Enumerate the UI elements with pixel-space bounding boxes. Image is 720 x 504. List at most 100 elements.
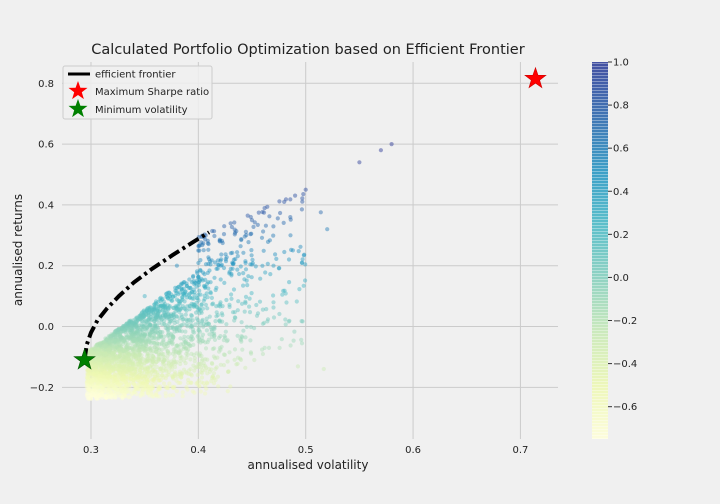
portfolio-point xyxy=(101,374,106,379)
portfolio-point xyxy=(118,358,124,364)
portfolio-point xyxy=(87,371,92,376)
portfolio-point xyxy=(101,356,106,361)
portfolio-point xyxy=(284,300,289,305)
portfolio-point xyxy=(107,338,112,343)
portfolio-point xyxy=(115,328,120,333)
portfolio-point xyxy=(104,352,109,357)
portfolio-point xyxy=(126,324,131,329)
portfolio-point xyxy=(161,381,167,386)
portfolio-point xyxy=(86,382,91,387)
portfolio-point xyxy=(89,381,94,387)
portfolio-point xyxy=(167,381,172,386)
portfolio-point xyxy=(106,366,111,371)
portfolio-point xyxy=(105,391,110,396)
portfolio-point xyxy=(103,359,108,364)
portfolio-point xyxy=(86,368,92,373)
portfolio-point xyxy=(174,329,180,334)
portfolio-point xyxy=(163,313,168,318)
portfolio-point xyxy=(124,385,129,390)
portfolio-point xyxy=(87,379,92,384)
portfolio-point xyxy=(99,371,104,376)
portfolio-point xyxy=(206,321,211,326)
portfolio-point xyxy=(135,386,141,391)
portfolio-point xyxy=(122,393,127,398)
portfolio-point xyxy=(160,322,165,327)
portfolio-point xyxy=(142,294,147,299)
portfolio-point xyxy=(98,361,103,366)
portfolio-point xyxy=(95,349,100,355)
portfolio-point xyxy=(94,396,99,401)
portfolio-point xyxy=(133,372,138,377)
portfolio-point xyxy=(174,343,179,348)
portfolio-point xyxy=(115,380,120,385)
portfolio-point xyxy=(111,368,116,373)
portfolio-point xyxy=(126,357,131,362)
portfolio-point xyxy=(106,387,111,392)
portfolio-point xyxy=(124,383,129,388)
portfolio-point xyxy=(89,366,95,371)
portfolio-point xyxy=(96,375,101,380)
portfolio-point xyxy=(88,350,93,355)
portfolio-point xyxy=(93,365,98,370)
portfolio-point xyxy=(184,295,189,300)
portfolio-point xyxy=(135,331,140,336)
portfolio-point xyxy=(205,357,210,362)
portfolio-point xyxy=(139,316,144,321)
portfolio-point xyxy=(156,352,161,357)
portfolio-point xyxy=(163,305,168,310)
portfolio-point xyxy=(119,386,124,391)
portfolio-point xyxy=(177,328,182,334)
portfolio-point xyxy=(126,395,131,400)
portfolio-point xyxy=(169,298,174,303)
portfolio-point xyxy=(193,365,198,370)
portfolio-point xyxy=(104,338,109,343)
portfolio-point xyxy=(97,373,102,378)
portfolio-point xyxy=(208,325,213,330)
portfolio-point xyxy=(196,361,201,367)
portfolio-point xyxy=(281,220,286,225)
portfolio-point xyxy=(126,356,131,361)
portfolio-point xyxy=(121,392,126,397)
portfolio-point xyxy=(90,348,95,353)
portfolio-point xyxy=(112,337,117,342)
x-tick-label: 0.3 xyxy=(83,445,99,456)
portfolio-point xyxy=(104,344,109,349)
portfolio-point xyxy=(321,366,326,372)
portfolio-point xyxy=(187,295,192,300)
portfolio-point xyxy=(91,347,96,352)
portfolio-point xyxy=(197,307,202,312)
portfolio-point xyxy=(155,308,160,313)
portfolio-point xyxy=(131,346,136,351)
portfolio-point xyxy=(107,351,112,356)
portfolio-point xyxy=(163,394,168,399)
portfolio-point xyxy=(120,370,125,375)
portfolio-point xyxy=(239,301,245,306)
portfolio-point xyxy=(131,372,136,377)
portfolio-point xyxy=(104,352,109,357)
portfolio-point xyxy=(100,390,105,395)
portfolio-point xyxy=(131,338,136,343)
portfolio-point xyxy=(158,330,163,335)
portfolio-point xyxy=(239,339,244,344)
portfolio-point xyxy=(192,282,197,287)
portfolio-point xyxy=(172,320,177,326)
portfolio-point xyxy=(132,353,137,358)
portfolio-point xyxy=(92,371,97,376)
portfolio-point xyxy=(125,352,130,357)
y-axis-label: annualised returns xyxy=(11,194,25,306)
portfolio-point xyxy=(242,277,247,282)
portfolio-point xyxy=(91,349,96,354)
portfolio-point xyxy=(115,379,120,384)
portfolio-point xyxy=(96,347,101,352)
portfolio-point xyxy=(148,338,153,343)
portfolio-point xyxy=(96,365,101,370)
portfolio-point xyxy=(95,342,100,347)
portfolio-point xyxy=(154,376,159,381)
portfolio-point xyxy=(174,378,179,383)
portfolio-point xyxy=(139,381,145,386)
portfolio-point xyxy=(168,318,173,323)
portfolio-point xyxy=(148,386,153,391)
portfolio-point xyxy=(141,348,146,353)
portfolio-point xyxy=(152,356,157,361)
portfolio-point xyxy=(218,263,223,268)
